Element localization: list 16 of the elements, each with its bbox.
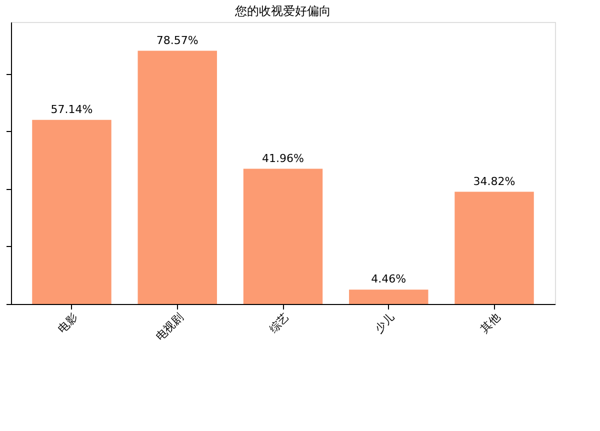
x-tick-label: 少儿 bbox=[372, 310, 398, 336]
data-label: 34.82% bbox=[473, 174, 516, 188]
bar bbox=[243, 168, 323, 304]
bar bbox=[349, 290, 428, 304]
bar bbox=[138, 50, 217, 304]
data-label: 78.57% bbox=[156, 34, 198, 47]
bar bbox=[454, 192, 534, 304]
x-tick-label: 综艺 bbox=[266, 310, 292, 336]
chart-title: 您的收视爱好偏向 bbox=[234, 4, 331, 18]
x-tick-label: 电视剧 bbox=[153, 310, 186, 344]
data-label: 41.96% bbox=[262, 152, 304, 165]
x-tick-label: 其他 bbox=[478, 310, 503, 336]
bar bbox=[32, 120, 112, 304]
data-label: 57.14% bbox=[50, 102, 93, 116]
x-tick-label: 电影 bbox=[55, 310, 80, 336]
data-label: 4.46% bbox=[371, 272, 406, 286]
